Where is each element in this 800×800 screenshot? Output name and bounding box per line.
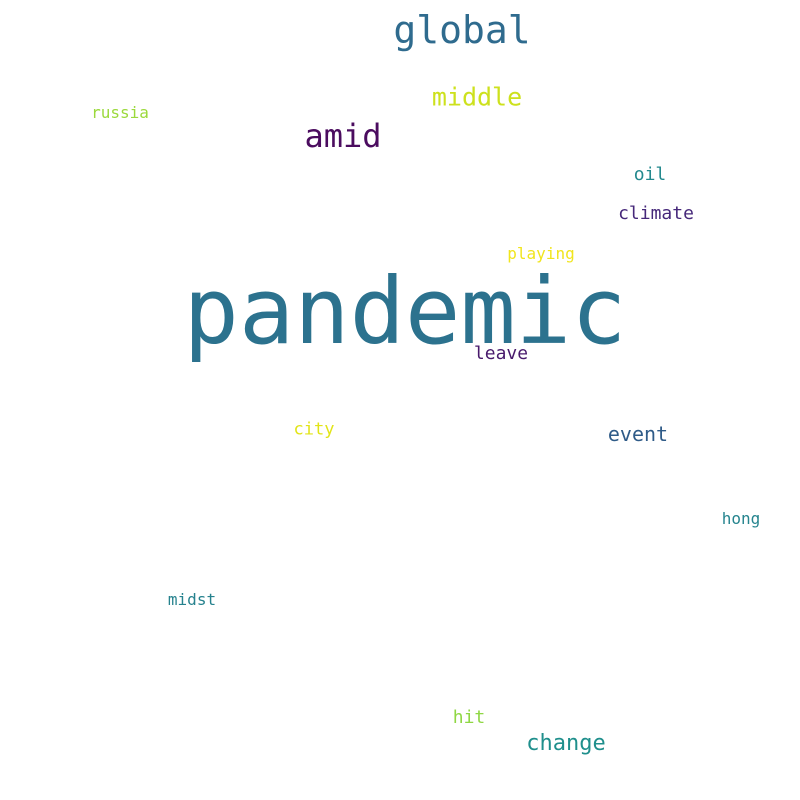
word-oil: oil (633, 164, 667, 185)
word-playing: playing (507, 244, 575, 263)
word-change: change (526, 731, 606, 756)
word-amid: amid (304, 117, 382, 155)
word-city: city (293, 419, 335, 440)
word-event: event (607, 422, 669, 446)
word-climate: climate (618, 203, 694, 224)
word-hong: hong (721, 509, 761, 528)
word-midst: midst (167, 590, 217, 609)
word-pandemic: pandemic (183, 258, 627, 365)
word-middle: middle (431, 82, 523, 112)
word-leave: leave (473, 343, 529, 364)
word-russia: russia (91, 103, 149, 122)
word-global: global (393, 8, 531, 52)
word-hit: hit (452, 707, 486, 728)
